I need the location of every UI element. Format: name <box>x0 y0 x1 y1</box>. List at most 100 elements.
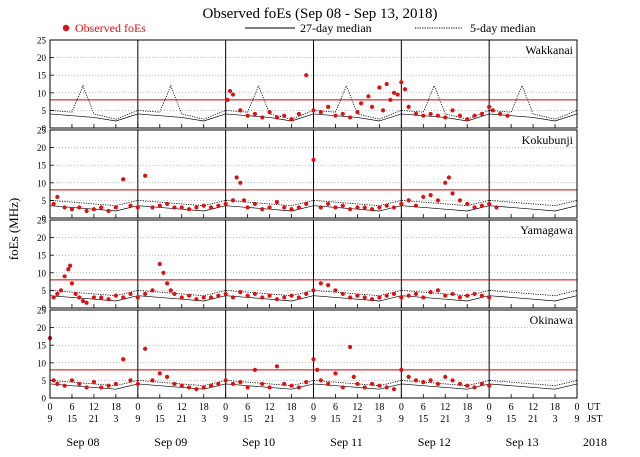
observed-point <box>369 297 375 302</box>
observed-point <box>296 295 301 300</box>
observed-point <box>333 371 338 376</box>
observed-point <box>369 207 375 212</box>
observed-point <box>479 111 484 117</box>
observed-point <box>421 113 426 118</box>
observed-point <box>238 108 243 113</box>
y-axis-label: foEs (MHz) <box>6 198 21 260</box>
observed-point <box>121 177 126 182</box>
jst-tick-label: 21 <box>177 414 187 425</box>
observed-point <box>194 205 199 210</box>
observed-point <box>362 295 367 300</box>
panel-kokubunji: 0 5 10 15 20 25 Kokubunji <box>37 126 578 224</box>
observed-point <box>402 87 408 92</box>
ytick-label: 20 <box>37 143 47 153</box>
observed-point <box>99 205 104 210</box>
observed-point <box>223 378 228 383</box>
observed-point <box>135 381 140 387</box>
observed-point <box>377 383 382 388</box>
observed-point <box>498 111 503 117</box>
observed-point <box>399 201 404 207</box>
observed-point <box>113 205 118 210</box>
observed-point <box>304 291 309 297</box>
observed-point <box>358 101 364 106</box>
observed-point <box>457 381 462 387</box>
jst-tick-label: 3 <box>201 414 206 425</box>
observed-point <box>355 293 360 298</box>
median27-line <box>49 113 578 122</box>
jst-tick-label: 21 <box>352 414 362 425</box>
observed-point <box>186 207 192 212</box>
ytick-label: 25 <box>37 126 47 136</box>
observed-point <box>443 293 448 298</box>
observed-point <box>135 295 140 300</box>
ut-tick-label: 12 <box>528 402 538 413</box>
ut-tick-label: 18 <box>287 402 297 413</box>
observed-point <box>457 198 462 203</box>
station-name: Kokubunji <box>522 133 574 147</box>
observed-point <box>391 291 397 297</box>
ytick-label: 15 <box>37 341 47 351</box>
observed-point <box>99 385 104 390</box>
observed-point <box>384 293 389 298</box>
observed-point <box>216 203 221 208</box>
jst-tick-label: 9 <box>487 414 492 425</box>
date-label: Sep 11 <box>330 435 363 449</box>
ut-tick-label: 0 <box>48 402 53 413</box>
observed-point <box>150 205 155 210</box>
observed-point <box>347 207 353 212</box>
jst-tick-label: 21 <box>89 414 99 425</box>
observed-point <box>428 111 433 117</box>
observed-point <box>347 295 353 300</box>
ut-tick-label: 18 <box>111 402 121 413</box>
panel-okinawa: 0 5 10 15 20 25 Okinawa <box>37 306 578 404</box>
observed-point <box>172 381 177 387</box>
observed-point <box>289 117 294 122</box>
observed-point <box>165 374 170 379</box>
observed-point <box>260 207 265 212</box>
jst-tick-label: 9 <box>135 414 140 425</box>
legend-5day-label: 5-day median <box>470 21 536 35</box>
jst-tick-label: 21 <box>265 414 275 425</box>
observed-point <box>106 297 111 302</box>
ytick-label: 10 <box>37 268 47 278</box>
observed-point <box>223 201 228 207</box>
observed-point <box>113 293 118 298</box>
date-label: Sep 12 <box>418 435 451 449</box>
observed-point <box>465 117 470 122</box>
ut-tick-label: 12 <box>177 402 187 413</box>
observed-point <box>304 73 309 78</box>
jst-tick-label: 9 <box>48 414 53 425</box>
observed-point <box>157 203 162 208</box>
observed-point <box>487 383 492 388</box>
observed-point <box>157 261 162 267</box>
observed-point <box>274 297 280 302</box>
observed-point <box>428 290 433 295</box>
ut-tick-label: 0 <box>399 402 404 413</box>
observed-point <box>355 110 360 115</box>
observed-point <box>106 208 111 214</box>
observed-point <box>230 381 236 387</box>
observed-point <box>413 111 419 117</box>
observed-point <box>380 108 386 113</box>
observed-point <box>267 385 272 390</box>
jst-tick-label: 3 <box>377 414 382 425</box>
observed-point <box>55 194 60 199</box>
observed-point <box>391 90 397 95</box>
observed-point <box>150 378 155 383</box>
ytick-label: 25 <box>37 306 47 316</box>
observed-point <box>274 364 280 369</box>
observed-point <box>318 378 323 383</box>
panel-frame <box>49 39 578 129</box>
observed-point <box>395 92 400 97</box>
observed-point <box>296 205 301 210</box>
ytick-label: 15 <box>37 161 47 171</box>
observed-point <box>73 291 78 297</box>
observed-point <box>69 207 75 212</box>
observed-point <box>326 381 331 387</box>
legend-observed-label: Observed foEs <box>75 21 146 35</box>
observed-point <box>435 381 441 387</box>
observed-point <box>340 111 345 117</box>
observed-point <box>77 381 82 387</box>
observed-point <box>487 104 492 109</box>
observed-point <box>241 198 247 203</box>
